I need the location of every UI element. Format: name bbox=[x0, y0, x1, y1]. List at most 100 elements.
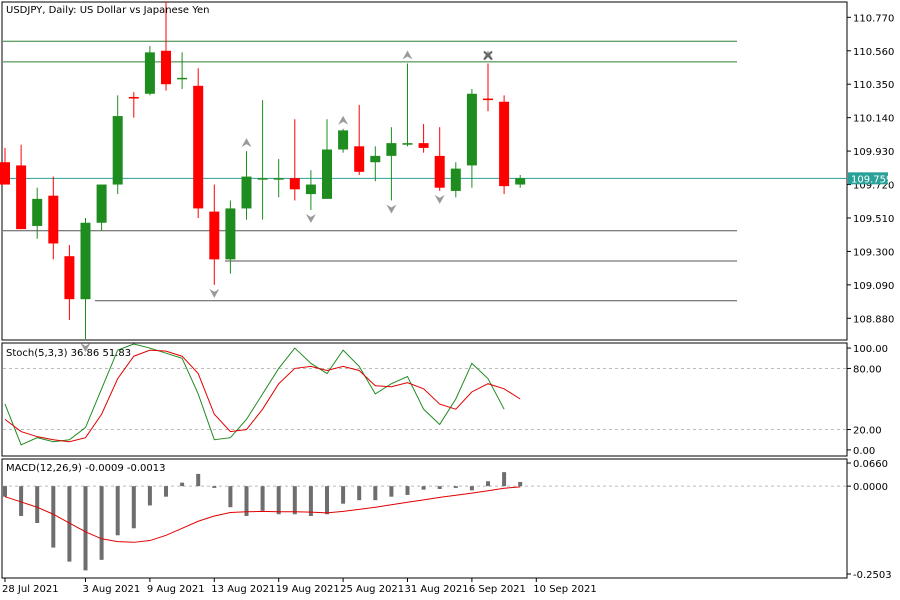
fractal-up-arrow bbox=[241, 138, 252, 148]
stoch-layer bbox=[3, 343, 847, 446]
macd-bar bbox=[228, 486, 233, 508]
macd-tick-label: 0.0660 bbox=[853, 459, 888, 470]
macd-bar bbox=[357, 486, 362, 501]
macd-bar bbox=[67, 486, 72, 562]
candle-body bbox=[48, 195, 59, 244]
candle-body bbox=[241, 176, 252, 209]
macd-bar bbox=[341, 486, 346, 504]
time-tick-label: 31 Aug 2021 bbox=[405, 584, 469, 595]
macd-bar bbox=[131, 486, 136, 529]
candle-body bbox=[209, 211, 220, 260]
candle-body bbox=[80, 222, 91, 300]
macd-bar bbox=[421, 486, 426, 490]
time-tick-label: 13 Aug 2021 bbox=[211, 584, 275, 595]
candle-body bbox=[370, 155, 381, 163]
macd-bar bbox=[389, 486, 394, 497]
macd-bar bbox=[308, 486, 313, 516]
candle-body bbox=[305, 184, 316, 195]
macd-bar bbox=[405, 486, 410, 495]
macd-bar bbox=[325, 486, 329, 515]
candle-body bbox=[177, 77, 188, 80]
macd-bar bbox=[502, 472, 507, 487]
candle-body bbox=[32, 198, 43, 226]
candle-body bbox=[225, 208, 236, 260]
candle-body bbox=[386, 143, 397, 156]
time-tick-label: 6 Sep 2021 bbox=[469, 584, 526, 595]
price-tick-label: 109.510 bbox=[853, 214, 894, 225]
price-tick-label: 110.560 bbox=[853, 47, 894, 58]
macd-layer bbox=[3, 472, 847, 571]
macd-bar bbox=[51, 486, 56, 548]
candle-body bbox=[257, 178, 268, 180]
macd-bar bbox=[99, 486, 104, 560]
time-tick-label: 19 Aug 2021 bbox=[276, 584, 340, 595]
price-tick-label: 110.140 bbox=[853, 114, 894, 125]
candle-body bbox=[483, 98, 493, 101]
stoch-tick-label: 100.00 bbox=[853, 344, 888, 355]
macd-bar bbox=[3, 486, 7, 497]
price-tick-label: 108.880 bbox=[853, 314, 894, 325]
macd-bar bbox=[35, 486, 40, 524]
fractal-down-arrow bbox=[434, 194, 445, 204]
cross-marker bbox=[483, 50, 493, 61]
macd-bar bbox=[244, 486, 249, 516]
candle-body bbox=[0, 162, 10, 185]
candle-body bbox=[466, 93, 477, 166]
fractal-down-arrow bbox=[209, 288, 220, 298]
candle-body bbox=[450, 168, 461, 191]
macd-label: MACD(12,26,9) -0.0009 -0.0013 bbox=[6, 463, 166, 474]
stoch-panel[interactable] bbox=[1, 342, 848, 457]
price-tick-label: 109.300 bbox=[853, 247, 894, 258]
candle-body bbox=[161, 50, 171, 85]
current-price-badge bbox=[848, 172, 888, 185]
candle-body bbox=[322, 149, 332, 199]
time-tick-label: 28 Jul 2021 bbox=[2, 584, 59, 595]
macd-bar bbox=[276, 486, 281, 515]
candle-body bbox=[96, 184, 107, 223]
price-tick-label: 109.720 bbox=[853, 181, 894, 192]
time-tick-label: 9 Aug 2021 bbox=[147, 584, 205, 595]
macd-bar bbox=[260, 486, 265, 511]
macd-signal-line bbox=[4, 486, 521, 543]
fractal-down-arrow bbox=[305, 214, 316, 224]
time-tick-label: 25 Aug 2021 bbox=[340, 584, 404, 595]
macd-tick-label: 0.0000 bbox=[853, 482, 888, 493]
candle-body bbox=[273, 178, 284, 180]
candle-body bbox=[354, 146, 365, 172]
candle-body bbox=[193, 85, 204, 209]
macd-panel[interactable] bbox=[1, 458, 848, 579]
candle-body bbox=[64, 256, 75, 300]
candle-body bbox=[289, 178, 300, 190]
chart-title: USDJPY, Daily: US Dollar vs Japanese Yen bbox=[6, 5, 210, 16]
price-tick-label: 109.090 bbox=[853, 281, 894, 292]
macd-bar bbox=[19, 486, 24, 516]
candle-body bbox=[418, 143, 429, 148]
stoch-tick-label: 0.00 bbox=[853, 446, 875, 457]
macd-bar bbox=[453, 486, 458, 488]
candle-body bbox=[128, 96, 139, 99]
stoch-tick-label: 20.00 bbox=[853, 426, 882, 437]
price-panel[interactable] bbox=[1, 1, 848, 341]
macd-bar bbox=[212, 486, 217, 488]
fractal-down-arrow bbox=[80, 343, 91, 352]
macd-bar bbox=[147, 486, 152, 506]
candle-body bbox=[434, 155, 445, 188]
time-tick-label: 10 Sep 2021 bbox=[533, 584, 596, 595]
axis-layer: 110.770 110.560 110.350 110.140 109.930 109.7… bbox=[2, 13, 894, 595]
price-tick-label: 109.930 bbox=[853, 147, 894, 158]
macd-bar bbox=[486, 481, 490, 487]
macd-bar bbox=[469, 486, 474, 491]
candle-body bbox=[112, 116, 123, 185]
macd-bar bbox=[518, 481, 523, 487]
current-price-label: 109.759 bbox=[851, 174, 892, 185]
macd-bar bbox=[115, 486, 120, 536]
macd-bar bbox=[83, 486, 88, 571]
macd-bar bbox=[437, 486, 442, 489]
price-tick-label: 110.770 bbox=[853, 13, 894, 24]
fractal-up-arrow bbox=[402, 50, 413, 60]
time-tick-label: 3 Aug 2021 bbox=[83, 584, 141, 595]
price-tick-label: 110.350 bbox=[853, 80, 894, 91]
macd-bar bbox=[292, 486, 297, 515]
macd-bar bbox=[373, 486, 378, 501]
